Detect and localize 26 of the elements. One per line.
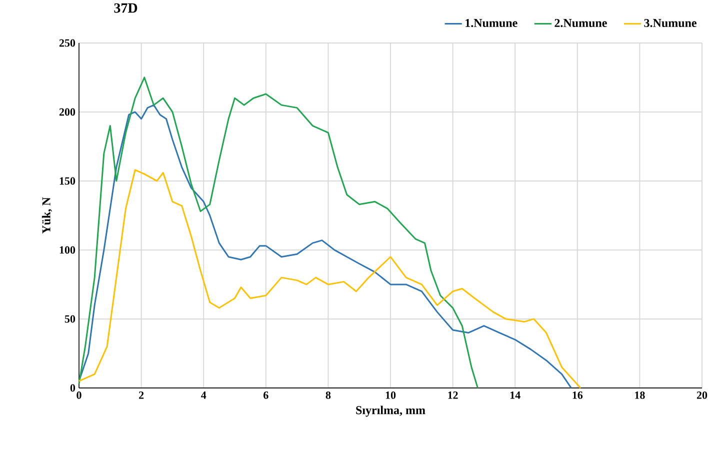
x-tick-label: 14	[510, 392, 520, 399]
legend-label: 3.Numune	[644, 18, 696, 28]
y-axis-title: Yük, N	[42, 197, 52, 234]
y-tick-label: 150	[60, 177, 76, 185]
line-series	[78, 169, 582, 389]
y-tick-label: 50	[64, 315, 76, 323]
y-tick-label: 200	[59, 108, 76, 116]
x-tick-label: 20	[696, 392, 708, 399]
legend-label: 1.Numune	[466, 18, 518, 28]
x-tick-label: 0	[76, 392, 82, 399]
x-tick-label: 4	[201, 392, 206, 399]
x-tick-label: 10	[386, 392, 396, 399]
legend-label: 2.Numune	[554, 18, 607, 28]
line-series	[78, 104, 572, 389]
x-tick-label: 2	[139, 392, 144, 399]
x-tick-label: 8	[326, 392, 331, 399]
x-tick-label: 18	[635, 392, 645, 399]
x-axis-title: Sıyrılma, mm	[356, 406, 426, 417]
line-series	[78, 76, 478, 389]
y-tick-label: 0	[70, 384, 76, 392]
chart-title: 37D	[114, 3, 138, 13]
y-tick-label: 250	[59, 39, 76, 47]
x-tick-label: 6	[264, 392, 268, 399]
x-tick-label: 12	[448, 392, 458, 399]
x-tick-label: 16	[572, 392, 583, 399]
y-tick-label: 100	[60, 246, 76, 254]
